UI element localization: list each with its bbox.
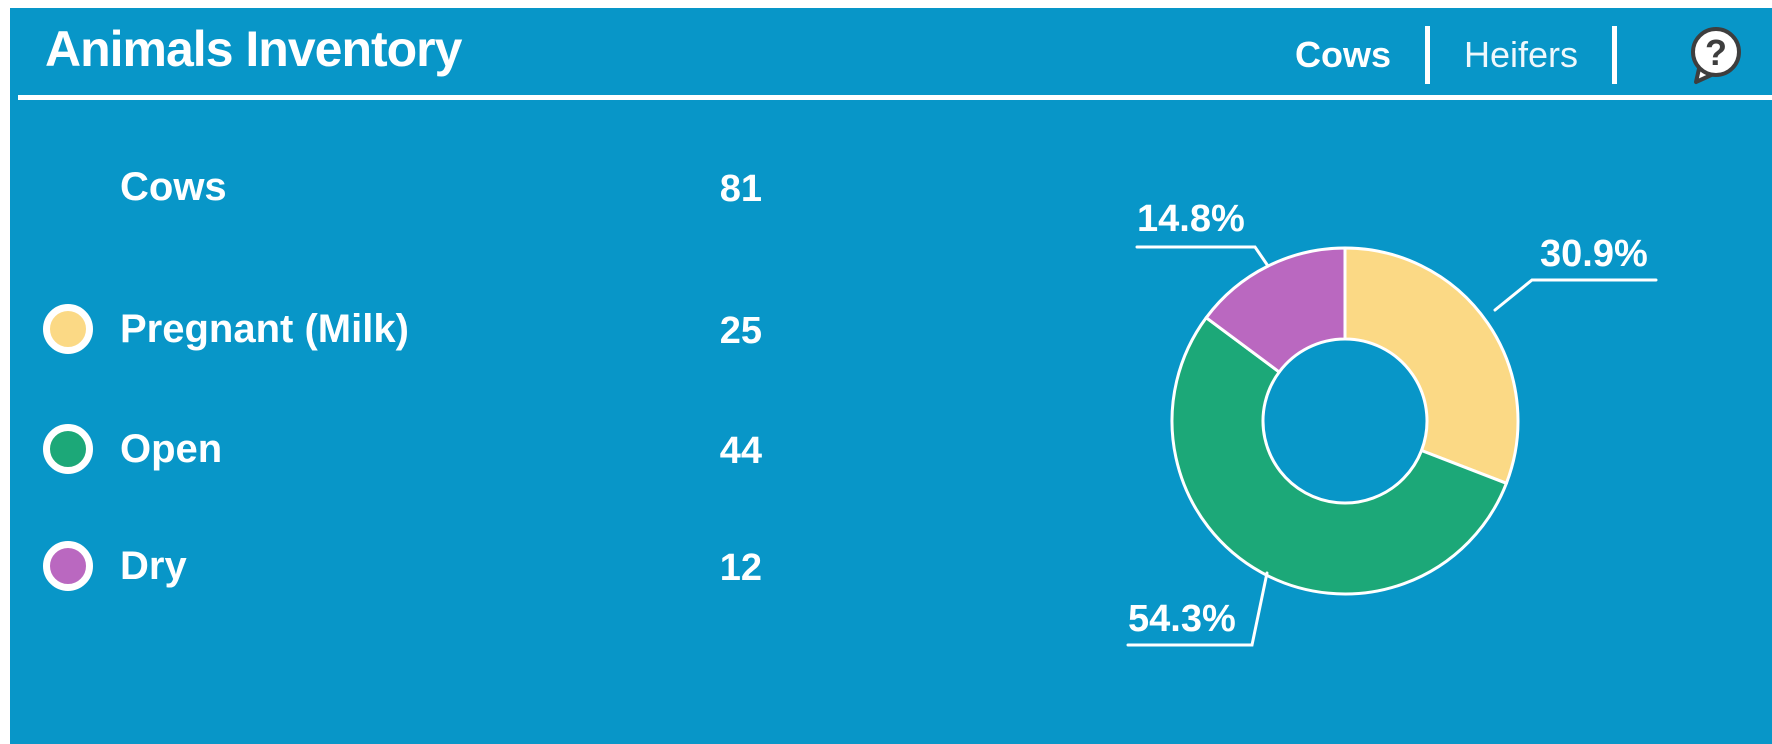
help-icon: ? [1691,27,1741,84]
help-button[interactable]: ? [1685,24,1745,86]
tab-bar: Cows Heifers ? [1295,20,1745,90]
legend-value: 81 [719,168,762,210]
legend-value: 12 [719,547,762,589]
leader-line-open [1126,571,1269,647]
pregnant-milk-bullet-icon [43,304,93,354]
legend-row-dry[interactable]: Dry 12 [0,537,830,595]
tab-heifers[interactable]: Heifers [1463,34,1578,75]
percent-label-pregnant-milk: 30.9% [1540,233,1648,275]
donut-slice-open[interactable] [1170,316,1508,596]
percent-label-dry: 14.8% [1137,198,1245,240]
donut-slice-dry[interactable] [1204,246,1347,374]
tab-separator [1612,26,1617,84]
legend-row-open[interactable]: Open 44 [0,420,830,478]
legend-label: Pregnant (Milk) [120,307,409,351]
legend-row-cows[interactable]: Cows 81 [0,158,830,216]
dry-bullet-icon [43,541,93,591]
donut-chart: 14.8% 30.9% 54.3% [1126,198,1658,647]
percent-label-open: 54.3% [1128,598,1236,640]
page-title: Animals Inventory [45,21,462,77]
tab-separator [1424,26,1430,84]
legend-row-pregnant-milk[interactable]: Pregnant (Milk) 25 [0,300,830,358]
donut-slice-pregnant-milk[interactable] [1343,246,1520,485]
question-mark-glyph: ? [1705,32,1727,73]
legend-label: Open [120,427,223,471]
open-bullet-icon [43,424,93,474]
legend-value: 25 [719,310,762,352]
leader-line-dry [1135,245,1270,268]
legend-value: 44 [719,430,762,472]
tab-cows[interactable]: Cows [1294,34,1391,75]
legend-label: Dry [120,544,187,588]
leader-line-pregnant-milk [1493,278,1658,312]
legend-label: Cows [120,165,227,209]
header-divider [18,95,1772,100]
